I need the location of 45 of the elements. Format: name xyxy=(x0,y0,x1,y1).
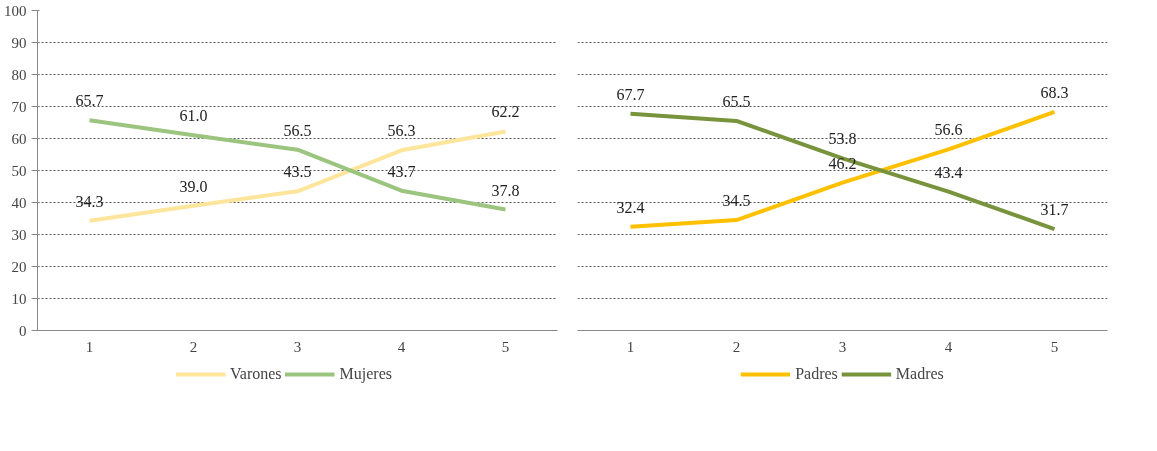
data-label: 43.7 xyxy=(387,162,416,180)
y-tick-label: 20 xyxy=(11,258,27,275)
legend-label: Padres xyxy=(795,365,838,383)
data-label: 61.0 xyxy=(179,107,208,125)
data-label: 56.3 xyxy=(387,122,416,140)
data-label: 46.2 xyxy=(828,154,857,172)
data-label: 37.8 xyxy=(491,181,520,199)
legend-label: Mujeres xyxy=(339,365,392,383)
data-label: 65.7 xyxy=(75,92,104,110)
y-tick-label: 80 xyxy=(11,66,27,83)
data-label: 39.0 xyxy=(179,177,208,195)
y-tick-label: 100 xyxy=(4,2,27,19)
x-tick-label: 4 xyxy=(397,338,406,355)
y-tick-label: 40 xyxy=(11,194,27,211)
legend-label: Madres xyxy=(895,365,944,383)
data-label: 65.5 xyxy=(722,92,751,110)
data-label: 34.5 xyxy=(722,192,751,210)
data-label: 62.2 xyxy=(491,103,520,121)
y-tick-label: 70 xyxy=(11,98,27,115)
x-tick-label: 3 xyxy=(293,338,302,355)
x-tick-label: 2 xyxy=(732,338,741,355)
data-label: 56.5 xyxy=(283,121,312,139)
y-tick-label: 90 xyxy=(11,34,27,51)
data-label: 68.3 xyxy=(1040,83,1069,101)
x-tick-label: 3 xyxy=(838,338,847,355)
y-tick-label: 30 xyxy=(11,226,27,243)
legend-label: Varones xyxy=(230,365,282,383)
x-tick-label: 5 xyxy=(501,338,510,355)
y-tick-label: 60 xyxy=(11,130,27,147)
data-label: 67.7 xyxy=(616,85,645,103)
x-tick-label: 1 xyxy=(85,338,94,355)
y-tick-label: 10 xyxy=(11,290,27,307)
data-label: 32.4 xyxy=(616,198,645,216)
data-label: 56.6 xyxy=(934,121,963,139)
y-tick-label: 0 xyxy=(19,322,27,339)
x-tick-label: 4 xyxy=(944,338,953,355)
x-tick-label: 2 xyxy=(189,338,198,355)
data-label: 34.3 xyxy=(75,192,104,210)
x-tick-label: 1 xyxy=(626,338,635,355)
y-tick-label: 50 xyxy=(11,162,27,179)
data-label: 31.7 xyxy=(1040,201,1069,219)
x-tick-label: 5 xyxy=(1050,338,1059,355)
data-label: 43.5 xyxy=(283,163,312,181)
data-label: 43.4 xyxy=(934,163,963,181)
data-label: 53.8 xyxy=(828,130,857,148)
